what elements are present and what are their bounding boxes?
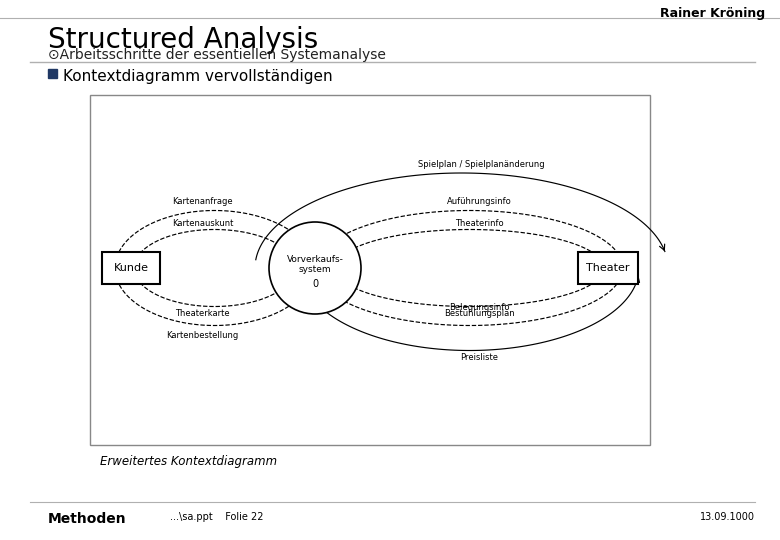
Bar [48, 69, 57, 78]
Text: Preisliste: Preisliste [460, 354, 498, 362]
Bar [90, 95, 650, 445]
Text: Kontextdiagramm vervollständigen: Kontextdiagramm vervollständigen [63, 69, 332, 84]
Text: Kartenanfrage: Kartenanfrage [172, 197, 232, 206]
Bar [578, 252, 638, 284]
Text: 13.09.1000: 13.09.1000 [700, 512, 755, 522]
Text: ...\sa.ppt    Folie 22: ...\sa.ppt Folie 22 [170, 512, 264, 522]
Text: Theaterkarte: Theaterkarte [176, 308, 230, 318]
Text: Kunde: Kunde [114, 263, 148, 273]
Text: Methoden: Methoden [48, 512, 126, 526]
Text: system: system [299, 266, 332, 274]
Text: Structured Analysis: Structured Analysis [48, 26, 318, 54]
Text: Spielplan / Spielplanänderung: Spielplan / Spielplanänderung [418, 160, 544, 169]
Text: Kartenbestellung: Kartenbestellung [166, 330, 239, 340]
Text: Erweitertes Kontextdiagramm: Erweitertes Kontextdiagramm [100, 455, 277, 468]
Text: Rainer Kröning: Rainer Kröning [660, 7, 765, 20]
Text: ⊙Arbeitsschritte der essentiellen Systemanalyse: ⊙Arbeitsschritte der essentiellen System… [48, 48, 386, 62]
Text: Kartenauskunt: Kartenauskunt [172, 219, 233, 227]
Circle shape [269, 222, 361, 314]
Text: Theaterinfo: Theaterinfo [456, 219, 504, 227]
Text: Belegungsinfo: Belegungsinfo [449, 303, 510, 313]
Text: Bestuhlungsplan: Bestuhlungsplan [444, 308, 515, 318]
Text: Auführungsinfo: Auführungsinfo [447, 197, 512, 206]
Text: 0: 0 [312, 279, 318, 289]
Text: Theater: Theater [587, 263, 629, 273]
Text: Vorverkaufs-: Vorverkaufs- [286, 255, 343, 265]
Bar [102, 252, 160, 284]
